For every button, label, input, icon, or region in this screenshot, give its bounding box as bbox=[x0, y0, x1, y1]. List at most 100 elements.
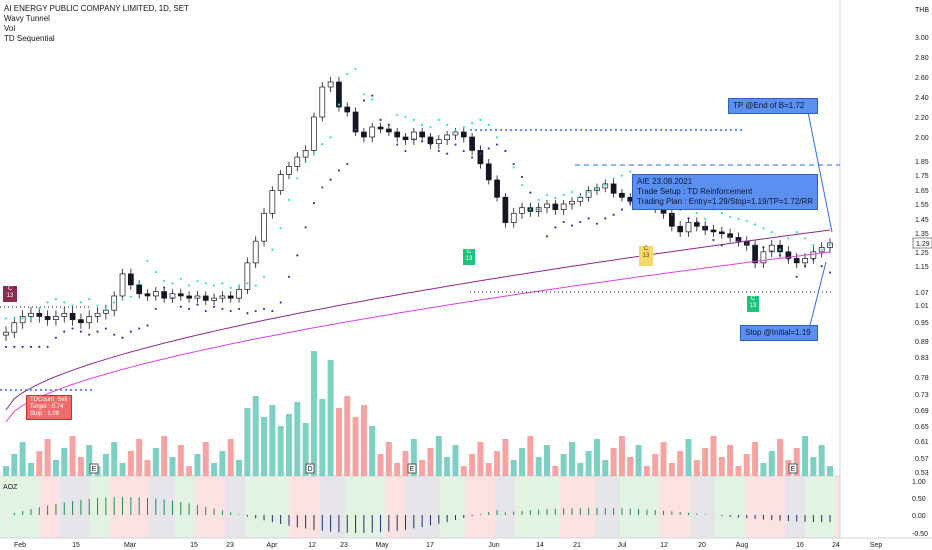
candle-body bbox=[760, 251, 767, 264]
tunnel-dot-cyan bbox=[770, 231, 773, 234]
tunnel-dot-cyan bbox=[412, 118, 415, 121]
tunnel-dot-cyan bbox=[828, 243, 832, 247]
volume-bar bbox=[402, 451, 409, 476]
tunnel-dot-cyan bbox=[695, 212, 698, 215]
volume-bar bbox=[202, 442, 209, 476]
tunnel-dot-cyan bbox=[188, 284, 191, 287]
volume-bar bbox=[502, 439, 509, 476]
tdcount-line2: Target : 0.74 bbox=[30, 404, 64, 410]
volume-bar bbox=[710, 436, 717, 476]
tunnel-dot-cyan bbox=[254, 284, 257, 287]
oscillator-band bbox=[245, 476, 290, 538]
tunnel-dot-cyan bbox=[21, 317, 24, 320]
volume-bar bbox=[186, 466, 193, 476]
candle-body bbox=[585, 190, 592, 198]
trade-setup-callout[interactable]: AIE 23.08.2021 Trade Setup : TD Reinforc… bbox=[632, 174, 818, 210]
tunnel-dot-purple bbox=[13, 345, 16, 348]
tdcount-sell-callout[interactable]: TDCount_Sell Target : 0.74 Stop : 1.09 bbox=[26, 395, 72, 420]
tunnel-dot-purple bbox=[720, 244, 723, 247]
candle-body bbox=[552, 203, 559, 210]
time-axis-tick: 12 bbox=[660, 542, 668, 549]
legend-indicator-td-sequential[interactable]: TD Sequential bbox=[4, 34, 55, 43]
candle-body bbox=[802, 258, 808, 264]
volume-bar bbox=[86, 445, 93, 476]
tunnel-dot-cyan bbox=[579, 195, 582, 198]
candle-body bbox=[177, 293, 184, 297]
stop-callout-text: Stop @Initial=1.19 bbox=[745, 328, 811, 337]
oscillator-band bbox=[40, 476, 60, 538]
volume-bar bbox=[477, 442, 484, 476]
tunnel-dot-purple bbox=[362, 99, 365, 102]
price-axis-tick: 0.78 bbox=[915, 375, 929, 382]
event-marker-box bbox=[407, 463, 417, 474]
tunnel-dot-cyan bbox=[570, 190, 574, 194]
price-axis-tick: 0.89 bbox=[915, 339, 929, 346]
badge-buy-may-text: C 13 bbox=[465, 249, 473, 262]
tunnel-dot-purple bbox=[537, 208, 540, 211]
volume-bar bbox=[702, 448, 709, 476]
volume-bar bbox=[385, 442, 392, 476]
volume-bar bbox=[327, 360, 334, 476]
tunnel-dot-cyan bbox=[454, 129, 457, 132]
stop-callout-pointer bbox=[807, 261, 827, 334]
candle-body bbox=[277, 174, 284, 191]
oscillator-band bbox=[90, 476, 110, 538]
oscillator-band bbox=[385, 476, 405, 538]
volume-bar bbox=[19, 442, 26, 476]
tunnel-dot-purple bbox=[262, 307, 266, 311]
tunnel-dot-purple bbox=[337, 169, 341, 172]
volume-bar bbox=[535, 457, 542, 476]
ma-line-magenta bbox=[5, 251, 831, 423]
volume-bar bbox=[410, 439, 417, 476]
volume-bar bbox=[527, 436, 534, 476]
badge-yellow-jul-text: C 13 bbox=[642, 246, 650, 259]
price-axis-tick: 2.80 bbox=[915, 55, 929, 62]
oscillator-band bbox=[60, 476, 90, 538]
tunnel-dot-cyan bbox=[803, 237, 807, 240]
candle-body bbox=[710, 229, 717, 233]
price-axis-tick: 3.00 bbox=[915, 35, 929, 42]
oscillator-band bbox=[465, 476, 495, 538]
time-axis-tick: Sep bbox=[870, 542, 883, 549]
tunnel-dot-cyan bbox=[604, 184, 607, 187]
tunnel-dot-cyan bbox=[79, 301, 83, 304]
tunnel-dot-purple bbox=[545, 235, 549, 238]
tunnel-dot-cyan bbox=[321, 143, 324, 146]
tunnel-dot-purple bbox=[795, 275, 798, 278]
tunnel-dot-cyan bbox=[479, 118, 482, 121]
time-axis-tick: Feb bbox=[14, 542, 26, 549]
time-axis-tick: 12 bbox=[308, 542, 316, 549]
candle-body bbox=[718, 231, 725, 235]
tunnel-dot-cyan bbox=[63, 301, 66, 304]
tunnel-dot-purple bbox=[387, 123, 390, 126]
oscillator-band bbox=[560, 476, 595, 538]
tunnel-dot-cyan bbox=[429, 125, 432, 129]
candle-body bbox=[610, 183, 617, 194]
badge-buy-may: C 13 bbox=[463, 249, 475, 265]
tunnel-dot-purple bbox=[329, 178, 332, 181]
tp-callout[interactable]: TP @End of B=1.72 bbox=[728, 98, 818, 114]
tunnel-dot-cyan bbox=[762, 227, 765, 230]
stop-callout[interactable]: Stop @Initial=1.19 bbox=[740, 325, 818, 341]
osc-axis-tick: 0.00 bbox=[912, 513, 926, 520]
volume-bar bbox=[660, 442, 667, 476]
volume-bar bbox=[244, 408, 251, 476]
tunnel-dot-cyan bbox=[4, 317, 8, 320]
volume-bar bbox=[818, 445, 825, 476]
time-axis-tick: Mar bbox=[124, 542, 137, 549]
candle-body bbox=[352, 111, 359, 133]
volume-bar bbox=[577, 463, 584, 476]
candle-body bbox=[669, 212, 675, 227]
legend-indicator-vol[interactable]: Vol bbox=[4, 24, 16, 33]
tunnel-dot-purple bbox=[371, 94, 374, 97]
volume-bar bbox=[377, 454, 384, 476]
tunnel-dot-cyan bbox=[96, 304, 99, 307]
legend-indicator-wavy-tunnel[interactable]: Wavy Tunnel bbox=[4, 14, 50, 23]
tunnel-dot-purple bbox=[787, 258, 790, 261]
candle-body bbox=[344, 106, 351, 113]
candle-body bbox=[693, 222, 700, 227]
volume-bar bbox=[760, 463, 767, 476]
tunnel-dot-cyan bbox=[46, 301, 49, 304]
tunnel-dot-purple bbox=[421, 140, 424, 143]
